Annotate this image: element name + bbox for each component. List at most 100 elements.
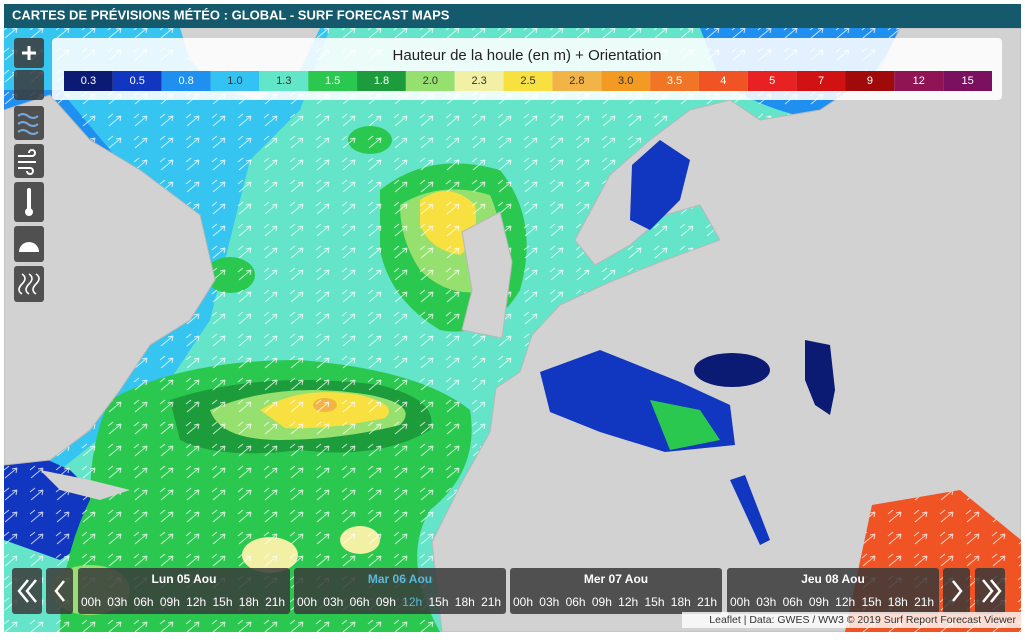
legend-swatch [650,71,699,91]
sea [694,353,770,387]
land [40,470,130,500]
prev-button[interactable] [46,568,73,614]
hour-label[interactable]: 06h [350,595,370,609]
legend-label: 2.5 [520,75,535,87]
hour-label[interactable]: 21h [697,595,717,609]
last-button[interactable] [975,568,1005,614]
hour-label[interactable]: 00h [730,595,750,609]
land [461,211,513,339]
hour-label[interactable]: 15h [428,595,448,609]
sea [650,400,720,450]
hour-label[interactable]: 00h [513,595,533,609]
hour-label[interactable]: 21h [265,595,285,609]
attribution: Leaflet | Data: GWES / WW3 © 2019 Surf R… [709,614,1016,626]
day-block[interactable] [294,568,506,614]
sea [630,140,690,230]
hour-label[interactable]: 21h [481,595,501,609]
hour-label[interactable]: 03h [756,595,776,609]
legend-label: 0.8 [178,75,193,87]
first-button-icon [17,579,37,603]
legend-label: 1.8 [374,75,389,87]
day-label: Mer 07 Aou [584,572,648,586]
day-block[interactable] [78,568,290,614]
header-title: CARTES DE PRÉVISIONS MÉTÉO : GLOBAL - SU… [12,7,450,22]
day-block[interactable] [510,568,722,614]
hour-label[interactable]: 06h [566,595,586,609]
hour-label[interactable]: 15h [861,595,881,609]
legend-label: 0.3 [81,75,96,87]
map [4,28,1021,632]
legend-label: 1.5 [325,75,340,87]
hour-label[interactable]: 09h [809,595,829,609]
hour-label[interactable]: 15h [644,595,664,609]
zoom-out[interactable] [14,70,44,100]
layer-icon [17,113,39,135]
hour-label[interactable]: 15h [212,595,232,609]
hour-label[interactable]: 18h [671,595,691,609]
day-label: Mar 06 Aou [368,572,432,586]
next-button-icon [952,580,963,602]
legend-label: 3.5 [667,75,682,87]
last-button-icon [982,579,1002,603]
land [4,94,216,466]
layer-icon [19,242,39,252]
hour-label[interactable]: 18h [455,595,475,609]
hour-label[interactable]: 06h [783,595,803,609]
legend-swatch [259,71,309,91]
hour-label[interactable]: 18h [239,595,259,609]
day-label: Lun 05 Aou [152,572,217,586]
legend-label: 2.3 [472,75,487,87]
attribution-bg [682,612,1021,628]
legend-swatch [503,71,553,91]
sea [730,475,770,545]
legend-label: 0.5 [130,75,145,87]
hour-label[interactable]: 12h [186,595,206,609]
hour-label[interactable]: 09h [592,595,612,609]
hour-label[interactable]: 03h [323,595,343,609]
hour-label[interactable]: 12h [618,595,638,609]
hour-label[interactable]: 09h [160,595,180,609]
layer-icon [18,149,36,175]
day-label: Jeu 08 Aou [801,572,865,586]
hour-label[interactable]: 00h [81,595,101,609]
legend-swatch [357,71,406,91]
legend-scale: 0.3 0.5 0.8 1.0 1.3 1.5 1.8 2.0 2.3 2.5 2.8 3.0 3.5 4… [64,71,992,91]
legend-swatch [161,71,211,91]
legend-swatch [747,71,797,91]
layer-icon [18,273,40,295]
hour-label[interactable]: 12h [402,595,422,609]
legend-swatch [454,71,504,91]
day-block[interactable] [727,568,939,614]
next-button[interactable] [943,568,970,614]
hour-label[interactable]: 18h [888,595,908,609]
legend-title: Hauteur de la houle (en m) + Orientation [393,47,662,64]
legend-swatch [308,71,358,91]
hour-label[interactable]: 09h [376,595,396,609]
land [431,28,1021,632]
legend-label: 1.0 [227,75,242,87]
hour-label[interactable]: 03h [539,595,559,609]
legend-swatch [601,71,651,91]
toolbar [14,38,44,302]
legend-swatch [552,71,602,91]
legend-label: 12 [913,75,925,87]
sea [805,340,835,415]
hour-label[interactable]: 06h [134,595,154,609]
legend-label: 1.3 [276,75,291,87]
header-bar [4,4,1021,28]
legend-swatch [943,71,992,91]
hour-label[interactable]: 03h [107,595,127,609]
legend-label: 4 [720,75,726,87]
legend-label: 2.0 [423,75,438,87]
legend-swatch [845,71,895,91]
legend-swatch [698,71,748,91]
legend-swatch [64,71,113,91]
zoom-in-icon [22,46,36,60]
legend-swatch [894,71,944,91]
layer-icon [25,208,33,216]
legend-label: 15 [961,75,973,87]
hour-label[interactable]: 12h [835,595,855,609]
hour-label[interactable]: 00h [297,595,317,609]
prev-button-icon [54,580,65,602]
hour-label[interactable]: 21h [914,595,934,609]
